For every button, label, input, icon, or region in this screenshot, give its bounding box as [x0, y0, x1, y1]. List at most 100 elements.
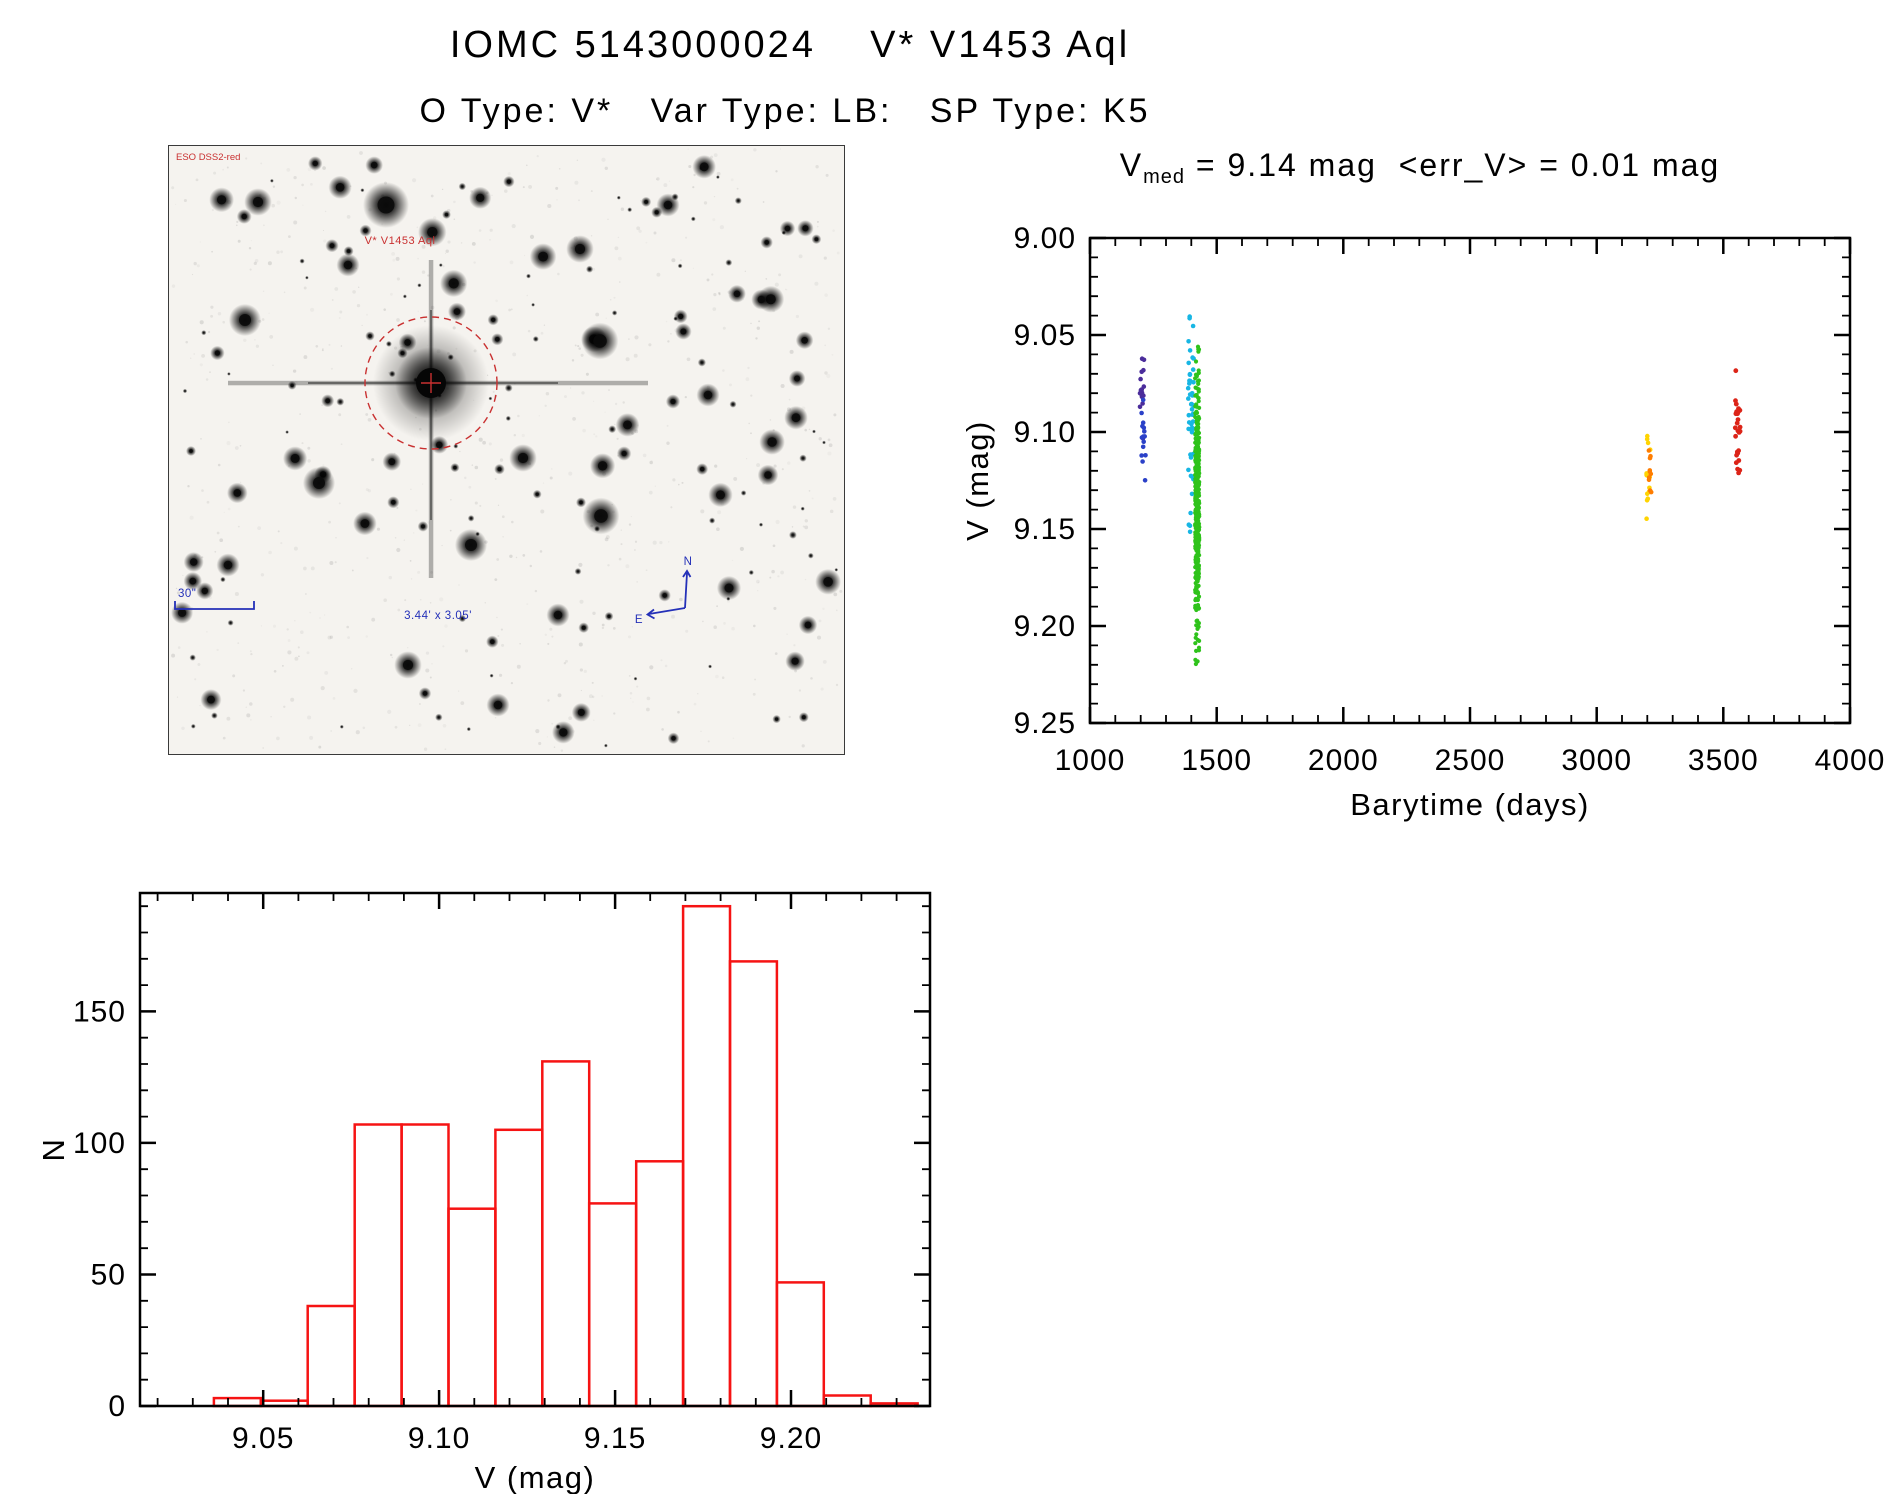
- star: [466, 727, 471, 732]
- noise-speckle: [526, 164, 528, 167]
- noise-speckle: [795, 314, 800, 319]
- data-point: [1191, 380, 1196, 385]
- noise-speckle: [667, 340, 670, 343]
- noise-speckle: [199, 363, 203, 367]
- noise-speckle: [769, 419, 772, 421]
- data-point: [1193, 544, 1198, 549]
- noise-speckle: [262, 747, 265, 749]
- noise-speckle: [536, 155, 539, 158]
- noise-speckle: [642, 453, 647, 458]
- data-point: [1196, 512, 1202, 517]
- data-point: [1190, 367, 1196, 372]
- noise-speckle: [376, 527, 381, 531]
- noise-speckle: [713, 625, 717, 629]
- noise-speckle: [822, 659, 827, 664]
- noise-speckle: [723, 622, 726, 625]
- data-point: [1141, 439, 1146, 444]
- noise-speckle: [609, 299, 612, 301]
- noise-speckle: [538, 741, 542, 746]
- star-core: [814, 237, 819, 241]
- noise-speckle: [634, 335, 639, 340]
- data-point: [1193, 472, 1198, 478]
- noise-speckle: [656, 272, 661, 277]
- noise-speckle: [543, 324, 546, 326]
- noise-speckle: [387, 709, 392, 714]
- star-core: [313, 477, 325, 489]
- star: [467, 515, 475, 522]
- noise-speckle: [781, 468, 784, 471]
- star-core: [493, 700, 503, 710]
- noise-speckle: [365, 413, 369, 416]
- noise-speckle: [217, 311, 222, 316]
- compass-east-label: E: [635, 614, 643, 626]
- data-point: [1194, 574, 1199, 579]
- noise-speckle: [628, 523, 632, 526]
- noise-speckle: [473, 261, 476, 264]
- noise-speckle: [556, 198, 558, 201]
- data-point: [1193, 581, 1198, 586]
- noise-speckle: [820, 687, 824, 691]
- noise-speckle: [320, 686, 325, 691]
- star-core: [490, 639, 495, 644]
- noise-speckle: [442, 265, 445, 268]
- star: [220, 576, 226, 583]
- noise-speckle: [719, 225, 724, 230]
- noise-speckle: [276, 200, 281, 205]
- noise-speckle: [353, 688, 358, 693]
- noise-speckle: [825, 173, 829, 177]
- star: [458, 182, 466, 191]
- noise-speckle: [425, 651, 430, 655]
- data-point: [1193, 635, 1198, 640]
- noise-speckle: [507, 172, 511, 176]
- noise-speckle: [232, 674, 236, 678]
- data-point: [1196, 583, 1201, 588]
- noise-speckle: [645, 569, 648, 572]
- data-point: [1196, 399, 1201, 404]
- noise-speckle: [222, 320, 225, 324]
- noise-speckle: [321, 349, 324, 352]
- noise-speckle: [579, 668, 583, 672]
- noise-speckle: [474, 501, 478, 505]
- noise-speckle: [199, 320, 204, 325]
- noise-speckle: [739, 546, 744, 551]
- star-core: [791, 413, 801, 423]
- noise-speckle: [630, 697, 632, 699]
- noise-speckle: [601, 695, 603, 697]
- noise-speckle: [804, 428, 807, 432]
- noise-speckle: [300, 630, 304, 634]
- noise-speckle: [245, 706, 247, 708]
- noise-speckle: [250, 719, 252, 721]
- star-core: [453, 465, 457, 470]
- noise-speckle: [711, 273, 714, 276]
- noise-speckle: [732, 737, 735, 740]
- data-point: [1140, 397, 1146, 403]
- star: [458, 614, 467, 623]
- noise-speckle: [416, 226, 419, 229]
- data-point: [1645, 491, 1650, 497]
- noise-speckle: [679, 597, 683, 602]
- data-point: [1186, 412, 1192, 418]
- noise-speckle: [608, 389, 610, 391]
- star-core: [678, 313, 684, 319]
- noise-speckle: [334, 561, 337, 564]
- noise-speckle: [802, 525, 805, 528]
- noise-speckle: [301, 183, 304, 187]
- noise-speckle: [769, 576, 772, 579]
- noise-speckle: [441, 544, 443, 547]
- noise-speckle: [324, 614, 326, 616]
- noise-speckle: [511, 520, 514, 524]
- noise-speckle: [356, 303, 361, 308]
- noise-speckle: [189, 515, 194, 520]
- cluster-epoch2-cyan: [1185, 314, 1196, 535]
- noise-speckle: [190, 357, 192, 359]
- noise-speckle: [367, 489, 371, 493]
- noise-speckle: [288, 235, 291, 238]
- noise-speckle: [298, 655, 300, 658]
- noise-speckle: [590, 190, 593, 193]
- noise-speckle: [717, 510, 722, 515]
- noise-speckle: [810, 677, 813, 680]
- noise-speckle: [242, 689, 246, 692]
- noise-speckle: [804, 578, 807, 581]
- star: [690, 216, 696, 222]
- data-point: [1138, 387, 1144, 393]
